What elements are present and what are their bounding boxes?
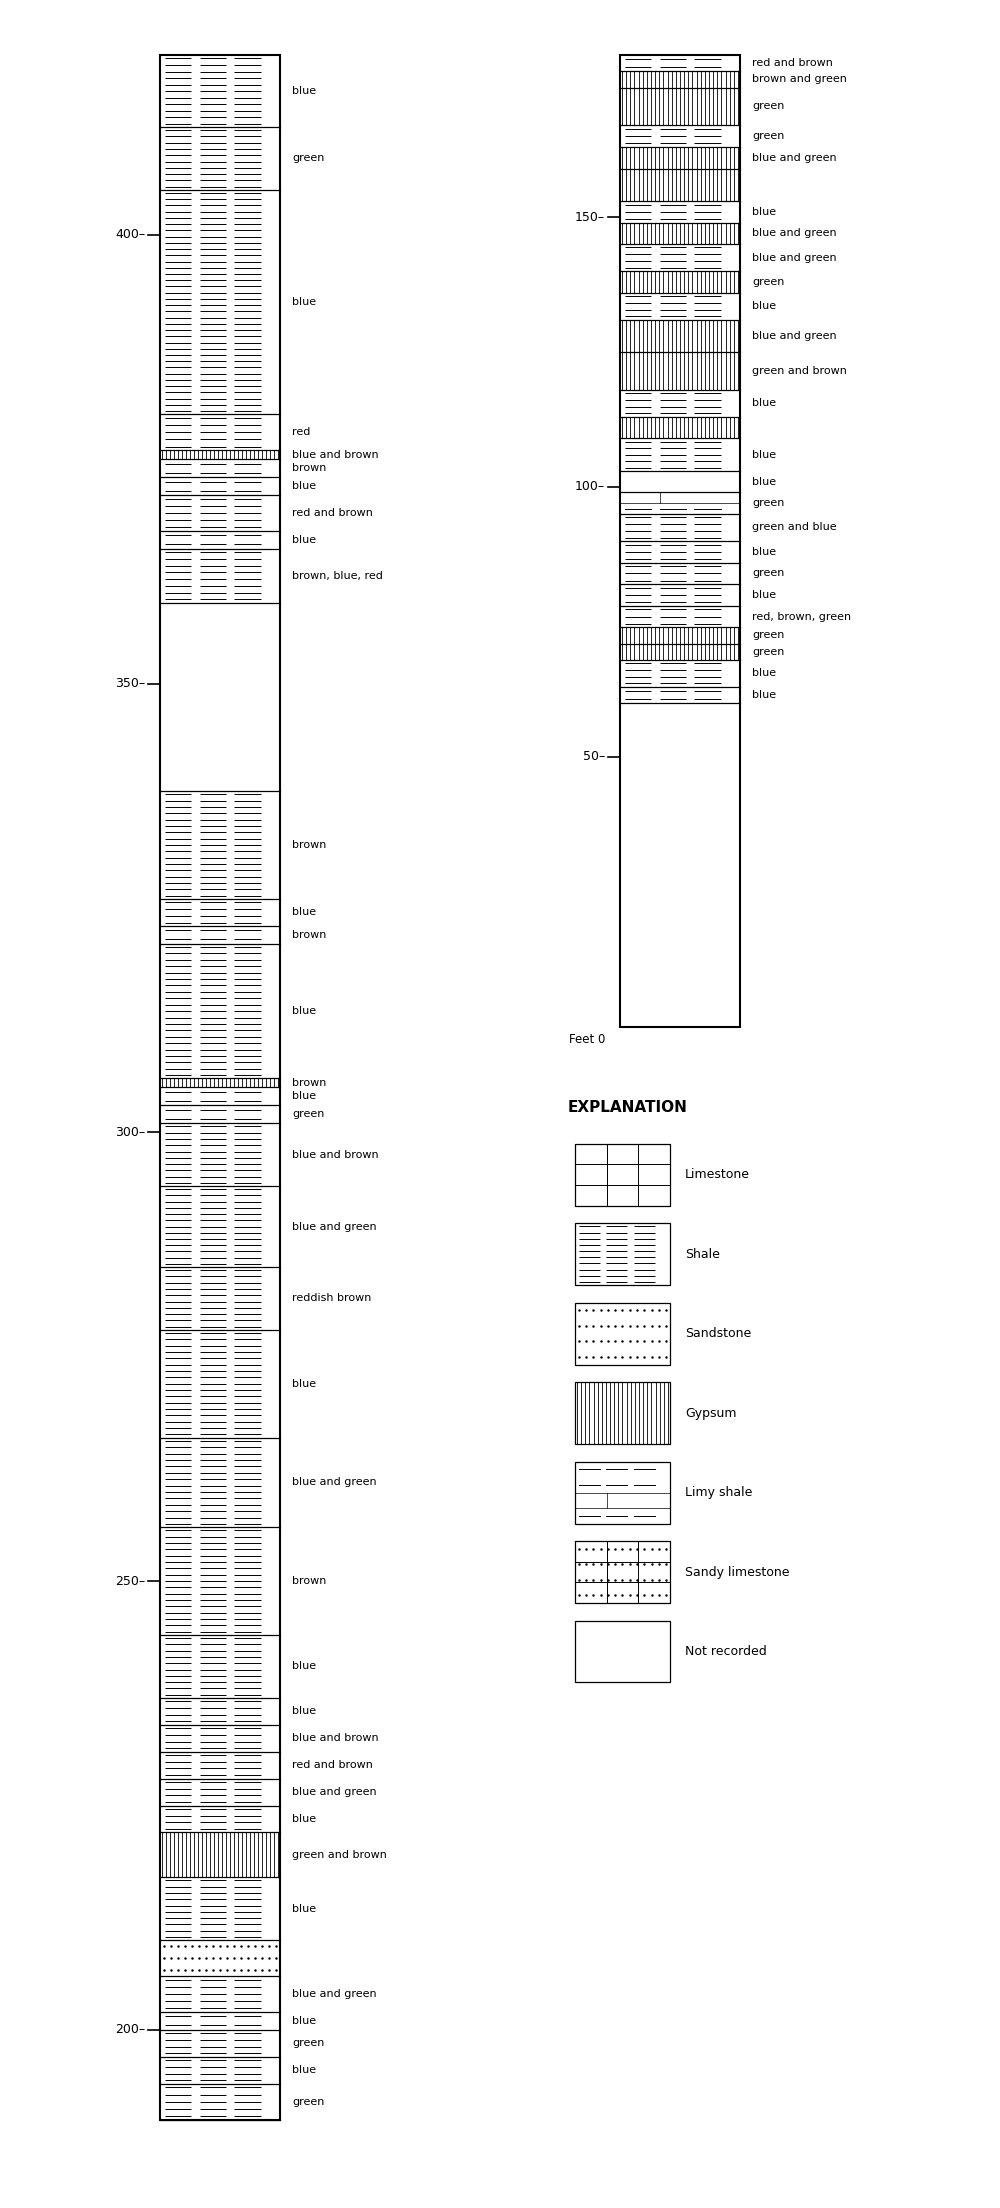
Text: red: red <box>292 426 310 437</box>
Text: blue and green: blue and green <box>292 1477 377 1488</box>
Text: blue and brown: blue and brown <box>292 1733 379 1742</box>
Bar <box>575 1303 670 1365</box>
Text: blue: blue <box>292 2016 316 2027</box>
Text: 400–: 400– <box>115 227 145 241</box>
Text: green: green <box>752 631 784 640</box>
Text: blue: blue <box>752 300 776 311</box>
Text: Sandy limestone: Sandy limestone <box>685 1565 790 1579</box>
Text: blue: blue <box>292 534 316 545</box>
Text: brown, blue, red: brown, blue, red <box>292 572 383 581</box>
Text: green and brown: green and brown <box>292 1850 387 1859</box>
Text: red and brown: red and brown <box>752 57 833 68</box>
Bar <box>575 1462 670 1524</box>
Text: Not recorded: Not recorded <box>685 1645 767 1658</box>
Text: blue: blue <box>752 450 776 459</box>
Text: blue: blue <box>292 2064 316 2076</box>
Text: EXPLANATION: EXPLANATION <box>568 1100 687 1115</box>
Text: blue: blue <box>292 86 316 97</box>
Text: green: green <box>292 2098 324 2106</box>
Text: green: green <box>752 276 784 287</box>
Text: blue: blue <box>752 397 776 408</box>
Text: blue and green: blue and green <box>752 252 837 263</box>
Text: blue and green: blue and green <box>292 1989 377 1998</box>
Text: blue: blue <box>752 477 776 486</box>
Text: Limy shale: Limy shale <box>685 1486 752 1499</box>
Text: red, brown, green: red, brown, green <box>752 612 851 620</box>
Text: green: green <box>752 102 784 110</box>
Text: blue and green: blue and green <box>752 227 837 238</box>
Bar <box>620 55 740 1027</box>
Bar <box>575 1382 670 1444</box>
Text: blue and green: blue and green <box>752 152 837 163</box>
Text: 250–: 250– <box>115 1574 145 1588</box>
Text: blue: blue <box>752 669 776 678</box>
Text: reddish brown: reddish brown <box>292 1294 371 1303</box>
Text: green: green <box>292 152 324 163</box>
Text: blue: blue <box>292 1707 316 1716</box>
Text: blue: blue <box>292 1903 316 1914</box>
Text: blue: blue <box>752 548 776 556</box>
Bar <box>160 55 280 2120</box>
Text: 200–: 200– <box>115 2023 145 2036</box>
Text: blue and brown: blue and brown <box>292 1150 379 1159</box>
Text: green: green <box>292 1108 324 1119</box>
Text: 350–: 350– <box>115 678 145 691</box>
Text: green and blue: green and blue <box>752 523 837 532</box>
Text: brown: brown <box>292 1078 326 1089</box>
Text: brown: brown <box>292 839 326 850</box>
Text: Feet 0: Feet 0 <box>569 1033 605 1047</box>
Text: blue: blue <box>292 1660 316 1671</box>
Text: brown: brown <box>292 1577 326 1585</box>
Text: blue and green: blue and green <box>752 331 837 340</box>
Bar <box>575 1223 670 1285</box>
Bar <box>575 1541 670 1603</box>
Text: blue: blue <box>292 1815 316 1824</box>
Text: Limestone: Limestone <box>685 1168 750 1181</box>
Text: 100–: 100– <box>575 481 605 492</box>
Text: green: green <box>752 499 784 508</box>
Text: blue: blue <box>752 689 776 700</box>
Text: Sandstone: Sandstone <box>685 1327 751 1340</box>
Text: green: green <box>752 647 784 656</box>
Text: blue and brown: blue and brown <box>292 450 379 459</box>
Text: 300–: 300– <box>115 1126 145 1139</box>
Bar <box>575 1144 670 1206</box>
Bar <box>575 1621 670 1682</box>
Text: brown and green: brown and green <box>752 75 847 84</box>
Text: blue: blue <box>292 1091 316 1102</box>
Text: Gypsum: Gypsum <box>685 1406 736 1420</box>
Text: green: green <box>752 130 784 141</box>
Text: blue: blue <box>752 208 776 216</box>
Text: 50–: 50– <box>583 751 605 764</box>
Text: Shale: Shale <box>685 1248 720 1261</box>
Text: green and brown: green and brown <box>752 367 847 375</box>
Text: blue and green: blue and green <box>292 1221 377 1232</box>
Text: blue: blue <box>292 298 316 307</box>
Text: blue: blue <box>292 907 316 916</box>
Text: green: green <box>752 567 784 578</box>
Text: brown: brown <box>292 464 326 473</box>
Text: blue: blue <box>292 481 316 490</box>
Text: blue: blue <box>292 1007 316 1016</box>
Text: blue: blue <box>752 590 776 601</box>
Text: brown: brown <box>292 930 326 941</box>
Text: blue and green: blue and green <box>292 1786 377 1797</box>
Text: 150–: 150– <box>575 210 605 223</box>
Text: red and brown: red and brown <box>292 508 373 519</box>
Text: blue: blue <box>292 1378 316 1389</box>
Text: green: green <box>292 2038 324 2049</box>
Text: red and brown: red and brown <box>292 1760 373 1771</box>
